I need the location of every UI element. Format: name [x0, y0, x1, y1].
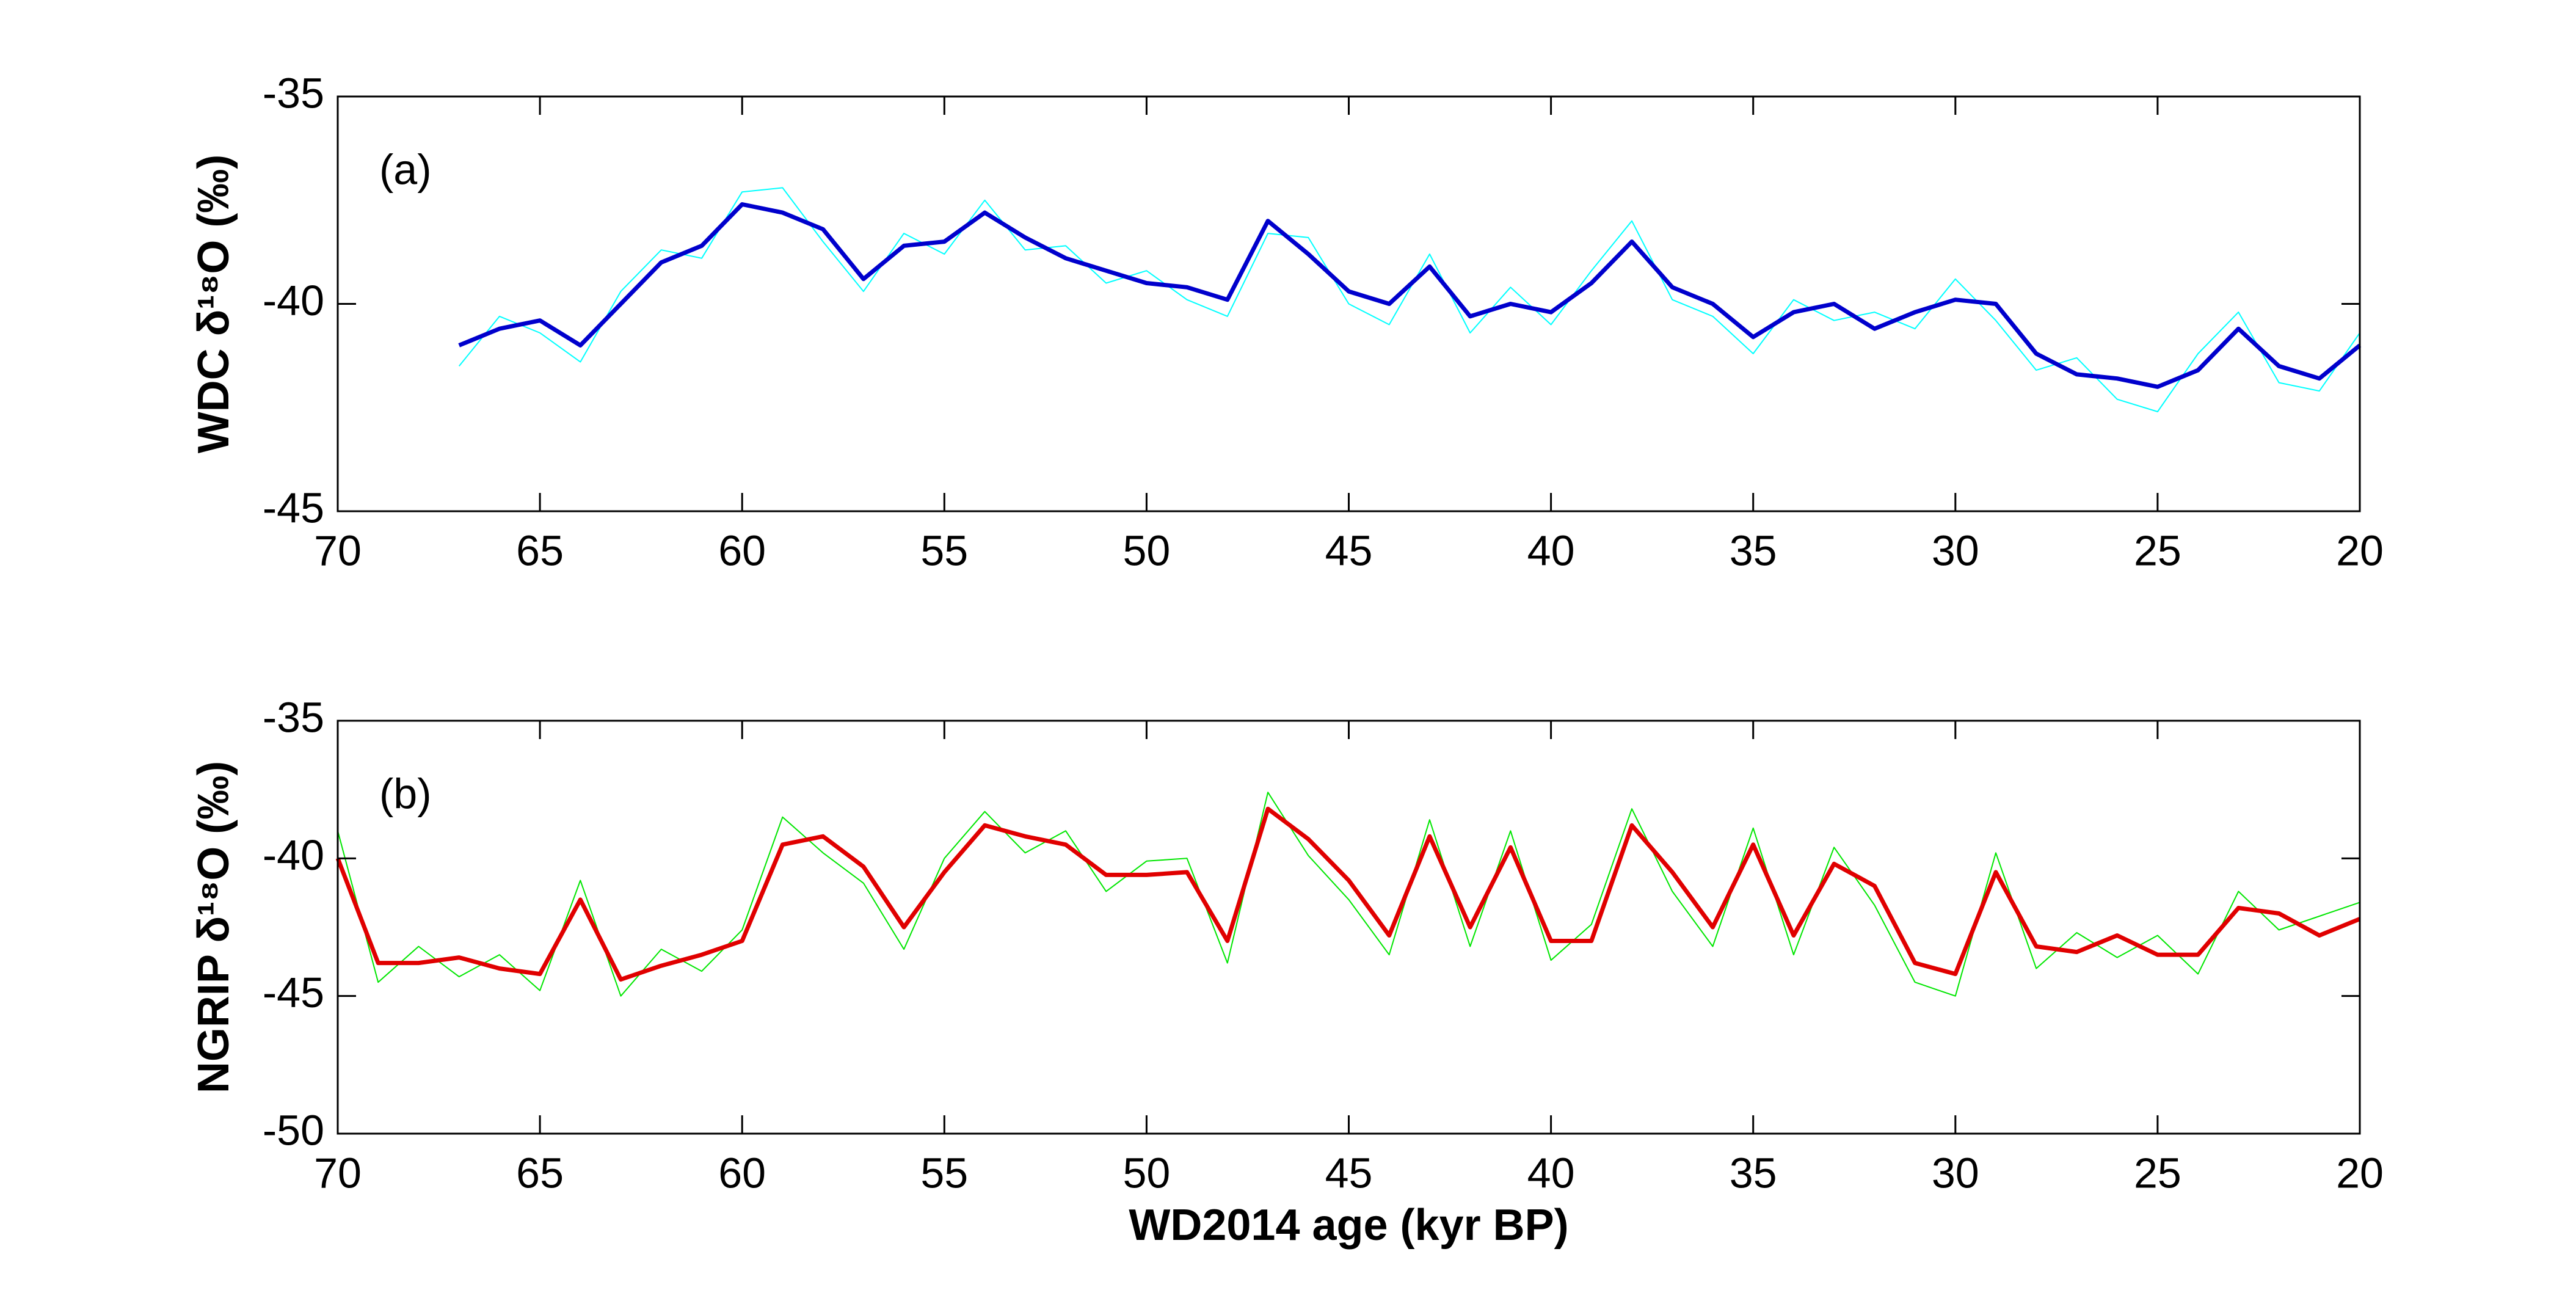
data-line: [335, 806, 2361, 982]
x-tick-label: 60: [718, 527, 766, 574]
x-tick-label: 70: [314, 527, 362, 574]
x-tick-label: 50: [1122, 527, 1170, 574]
x-tick-label: 55: [920, 1149, 968, 1197]
x-tick-label: 70: [314, 1149, 362, 1197]
y-axis-label: NGRIP δ¹⁸O (‰): [189, 761, 238, 1093]
x-tick-label: 25: [2134, 1149, 2181, 1197]
y-axis-label: WDC δ¹⁸O (‰): [189, 155, 238, 454]
x-tick-label: 55: [920, 527, 968, 574]
x-tick-label: 60: [718, 1149, 766, 1197]
x-tick-label: 45: [1325, 1149, 1373, 1197]
data-line: [337, 792, 2360, 997]
y-tick-label: -40: [263, 277, 324, 324]
x-tick-label: 65: [516, 527, 564, 574]
x-axis-label: WD2014 age (kyr BP): [1129, 1201, 1568, 1250]
x-tick-label: 30: [1932, 1149, 1979, 1197]
panel-label: (a): [379, 145, 432, 193]
x-tick-label: 65: [516, 1149, 564, 1197]
y-tick-label: -35: [263, 69, 324, 117]
x-tick-label: 40: [1527, 1149, 1575, 1197]
x-tick-label: 45: [1325, 527, 1373, 574]
y-tick-label: -45: [263, 484, 324, 531]
x-tick-label: 25: [2134, 527, 2181, 574]
data-line: [458, 202, 2362, 389]
x-tick-label: 20: [2336, 527, 2384, 574]
x-tick-label: 30: [1932, 527, 1979, 574]
x-tick-label: 35: [1730, 527, 1777, 574]
y-tick-label: -45: [263, 969, 324, 1016]
x-tick-label: 40: [1527, 527, 1575, 574]
y-tick-label: -50: [263, 1106, 324, 1154]
x-tick-label: 35: [1730, 1149, 1777, 1197]
panel-label: (b): [379, 770, 432, 817]
plot-frame: [337, 720, 2361, 1135]
y-tick-label: -35: [263, 693, 324, 741]
x-tick-label: 20: [2336, 1149, 2384, 1197]
y-tick-label: -40: [263, 831, 324, 879]
x-tick-label: 50: [1122, 1149, 1170, 1197]
data-line: [458, 187, 2360, 412]
